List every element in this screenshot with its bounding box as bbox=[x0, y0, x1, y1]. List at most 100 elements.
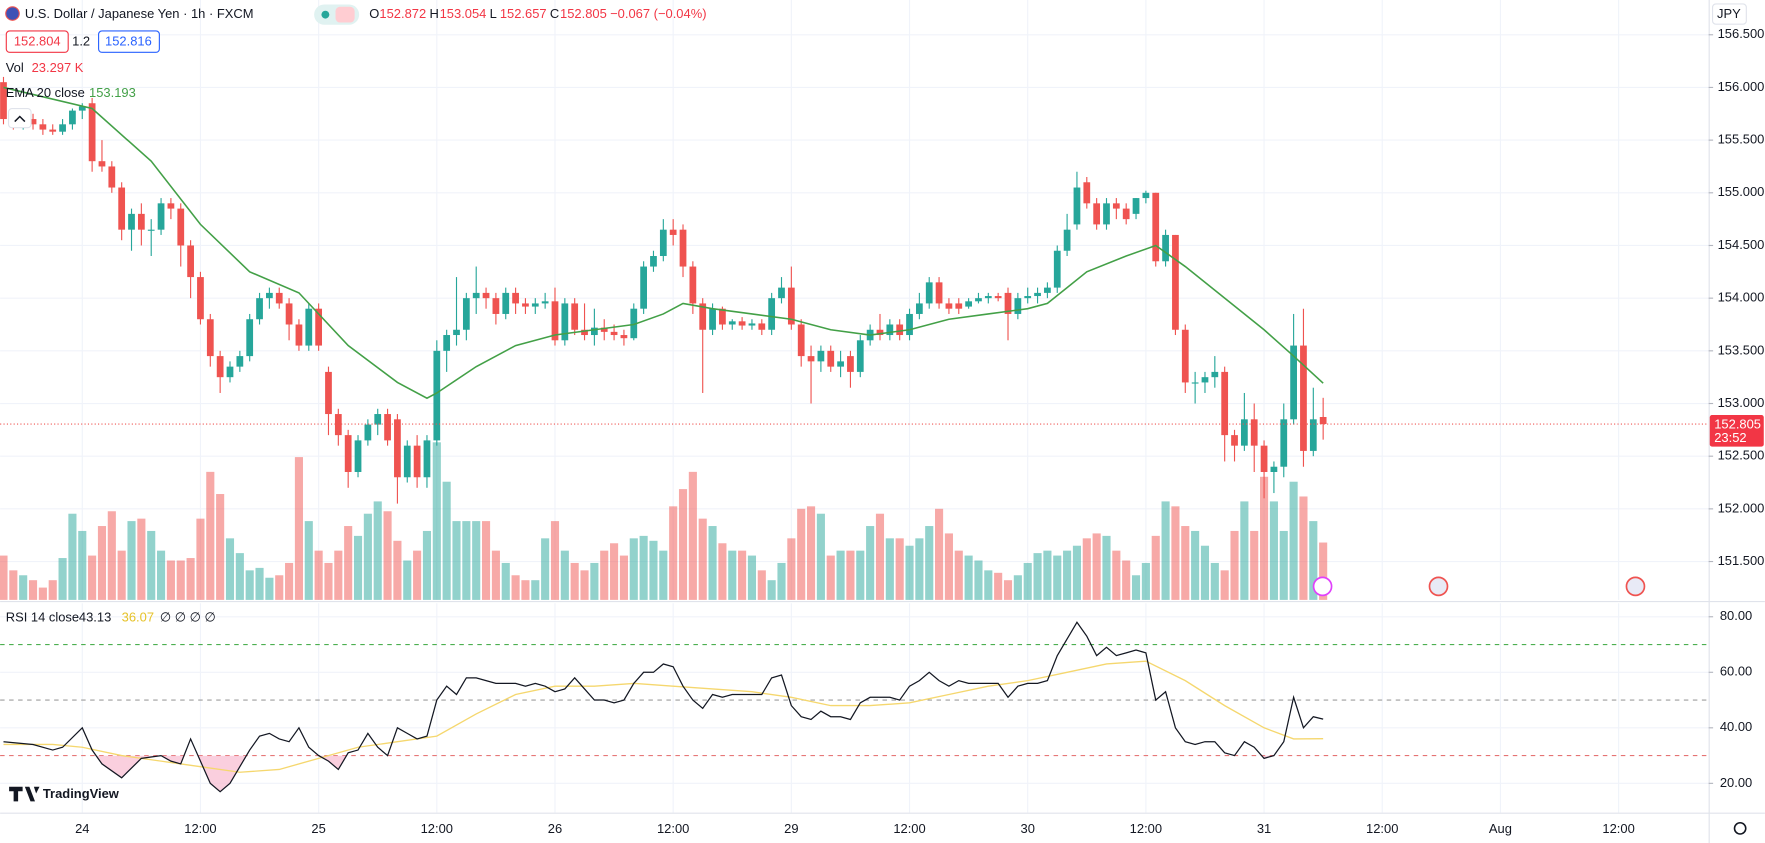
ohlc-value: 152.657 bbox=[500, 6, 547, 21]
candle-body bbox=[522, 303, 529, 307]
volume-bar bbox=[1319, 542, 1328, 600]
oversold-fill bbox=[96, 755, 1274, 792]
sell-box[interactable] bbox=[5, 30, 69, 53]
currency[interactable]: JPY bbox=[1717, 6, 1741, 21]
volume-bar bbox=[1092, 533, 1101, 600]
candle-body bbox=[197, 277, 204, 320]
candle-body bbox=[571, 303, 579, 330]
volume-bar bbox=[413, 550, 422, 600]
volume-bar bbox=[619, 555, 628, 600]
volume-bar bbox=[393, 540, 402, 600]
ema-legend-name[interactable]: EMA 20 close bbox=[6, 85, 85, 100]
candle-body bbox=[1122, 208, 1130, 220]
ask-price[interactable]: 152.816 bbox=[105, 34, 152, 49]
candle-body bbox=[640, 266, 648, 309]
volume-bar bbox=[501, 562, 510, 600]
candle-body bbox=[778, 287, 785, 299]
candle-body bbox=[906, 313, 913, 336]
y-tick-label: 156.000 bbox=[1718, 79, 1765, 94]
candle-body bbox=[1300, 345, 1307, 451]
ohlc-value: 152.805 bbox=[560, 6, 607, 21]
y-tick-label: 20.00 bbox=[1720, 775, 1752, 790]
symbol-title[interactable]: U.S. Dollar / Japanese Yen · 1h · FXCM bbox=[25, 6, 254, 21]
rsi-layer bbox=[0, 621, 1709, 793]
event-icon[interactable] bbox=[1428, 576, 1449, 597]
volume-bar bbox=[767, 580, 776, 600]
volume-bar bbox=[757, 570, 766, 600]
candle-body bbox=[472, 292, 480, 299]
volume-bar bbox=[1122, 560, 1131, 600]
volume-bar bbox=[363, 513, 372, 600]
candle-body bbox=[1270, 466, 1278, 472]
y-tick-label: 153.000 bbox=[1718, 395, 1765, 410]
volume-bar bbox=[294, 457, 303, 600]
collapse-button[interactable] bbox=[7, 108, 32, 129]
candle-body bbox=[1112, 203, 1120, 209]
x-tick-label: 12:00 bbox=[657, 821, 689, 836]
x-tick-label: Aug bbox=[1489, 821, 1512, 836]
buy-box[interactable] bbox=[98, 30, 160, 53]
candle-body bbox=[187, 245, 194, 278]
candle-body bbox=[886, 324, 894, 336]
event-icon[interactable] bbox=[1312, 576, 1333, 597]
volume-legend-name[interactable]: Vol bbox=[6, 60, 24, 75]
volume-bar bbox=[491, 550, 500, 600]
volume-bar bbox=[1082, 538, 1091, 600]
volume-bar bbox=[816, 513, 825, 600]
candle-body bbox=[1231, 435, 1238, 446]
volume-bar bbox=[531, 580, 540, 600]
volume-bar bbox=[19, 575, 28, 600]
volume-bar bbox=[216, 494, 225, 600]
candle-body bbox=[1201, 377, 1209, 383]
symbol-flag bbox=[5, 6, 20, 21]
candle-body bbox=[305, 308, 313, 346]
candle-body bbox=[689, 266, 697, 304]
candle-body bbox=[551, 301, 559, 341]
candle-body bbox=[975, 298, 982, 302]
candle-body bbox=[157, 203, 165, 230]
data-problem-icon[interactable] bbox=[335, 6, 355, 23]
volume-bar bbox=[1289, 481, 1298, 600]
volume-bar bbox=[88, 555, 97, 600]
volume-bar bbox=[925, 526, 934, 600]
volume-bar bbox=[255, 567, 264, 600]
candle-body bbox=[364, 424, 372, 441]
candle-body bbox=[49, 129, 57, 132]
ema-legend-value: 153.193 bbox=[89, 85, 136, 100]
candle-body bbox=[423, 440, 431, 478]
rsi-legend-name[interactable]: RSI 14 close bbox=[6, 609, 79, 624]
volume-bar bbox=[481, 521, 491, 600]
candle-body bbox=[167, 203, 175, 209]
volume-bar bbox=[994, 572, 1003, 600]
volume-bar bbox=[580, 570, 589, 600]
event-icon[interactable] bbox=[1625, 576, 1646, 597]
volume-bar bbox=[1141, 562, 1150, 600]
currency-box[interactable] bbox=[1711, 3, 1747, 25]
candle-body bbox=[561, 303, 569, 341]
settings-icon[interactable] bbox=[1733, 821, 1747, 835]
candle-body bbox=[462, 298, 470, 330]
volume-bar bbox=[777, 562, 786, 600]
logo-text[interactable]: TradingView bbox=[43, 786, 120, 801]
x-tick-label: 25 bbox=[311, 821, 325, 836]
candle-body bbox=[236, 356, 244, 367]
x-tick-label: 29 bbox=[784, 821, 798, 836]
candle-body bbox=[1034, 292, 1041, 297]
volume-bar bbox=[383, 511, 392, 600]
candle-body bbox=[1044, 287, 1051, 293]
bid-price[interactable]: 152.804 bbox=[14, 34, 61, 49]
rsi-ma-line bbox=[3, 660, 1324, 773]
rsi-legend-extra: ∅ ∅ ∅ ∅ bbox=[160, 609, 216, 624]
candle-body bbox=[1162, 234, 1169, 262]
candle-body bbox=[620, 335, 628, 339]
candle-body bbox=[39, 124, 47, 130]
candle-body bbox=[384, 414, 391, 441]
event-icons[interactable] bbox=[1312, 576, 1646, 597]
candle-body bbox=[1240, 419, 1248, 446]
candle-body bbox=[709, 308, 716, 330]
candle-body bbox=[275, 292, 283, 304]
candle-body bbox=[403, 445, 411, 478]
volume-bar bbox=[649, 540, 658, 600]
volume-bar bbox=[462, 521, 471, 600]
